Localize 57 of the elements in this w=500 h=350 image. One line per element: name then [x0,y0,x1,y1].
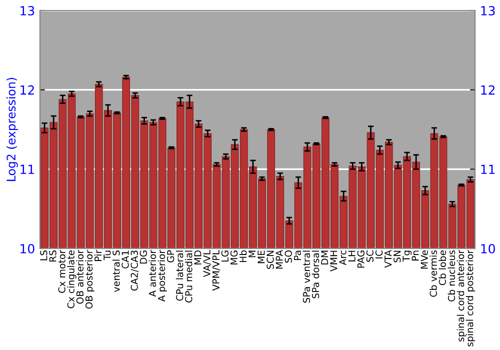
x-tick-label: DM [321,250,328,264]
y-axis-title: Log2 (expression) [6,78,18,181]
y2-tick-label: 11 [481,164,495,174]
x-tick-label: Cx motor [58,250,66,293]
x-tick-label: SO [284,250,292,263]
x-tick-label: Cb lobe [438,250,446,286]
x-tick-label: OB anterior [76,250,84,304]
x-tick-label: CPu medial [184,250,192,303]
x-tick-label: SCN [266,250,274,269]
y2-tick-label: 10 [481,244,495,254]
x-tick-label: SPa dorsal [312,250,320,298]
x-tick-label: Cb vermis [430,250,437,297]
x-tick-label: ventral S [112,250,120,292]
x-tick-label: Cx cingulate [67,250,76,308]
x-tick-label: Tg [402,250,412,262]
x-tick-label: SPa ventral [302,250,310,303]
x-tick-label: RS [49,250,56,262]
x-tick-label: MD [194,250,202,264]
y2-tick-label: 12 [481,85,495,95]
x-tick-label: SC [366,250,374,262]
y2-tick-label: 13 [481,6,495,16]
x-tick-label: OB posterior [85,250,94,309]
x-tick-label: A anterior [148,250,156,297]
x-tick-label: VTA [384,250,392,268]
x-tick-label: MG [230,250,238,264]
x-tick-label: Pn [412,250,419,260]
x-tick-label: CA1 [122,250,129,268]
x-tick-label: CA2/CA3 [130,250,139,291]
x-tick-label: LH [348,250,356,262]
x-tick-label: LG [221,250,229,262]
x-tick-label: M [248,250,256,258]
x-tick-label: spinal cord anterior [456,250,466,342]
y-tick-label: 13 [20,6,34,16]
x-tick-label: Cb nucleus [448,250,456,302]
x-tick-label: IC [375,250,383,258]
x-tick-label: VA/VL [203,250,212,278]
x-tick-label: MVe [420,250,428,269]
x-tick-label: Pa [294,250,302,260]
x-tick-label: Arc [339,250,346,266]
x-tick-label: spinal cord posterior [466,250,476,346]
y-tick-label: 10 [20,244,34,254]
x-tick-label: VPM/VPL [212,250,220,291]
x-tick-label: Pir [94,250,102,261]
x-tick-label: PAG [357,250,364,268]
x-tick-label: SN [394,250,401,262]
x-tick-label: A posterior [158,250,167,302]
x-tick-label: Tu [104,250,111,260]
x-tick-label: GP [167,250,174,262]
x-tick-label: Hb [239,250,247,262]
y-tick-label: 12 [20,85,34,95]
x-tick-label: DG [140,250,147,264]
x-tick-label: MPA [276,250,283,269]
x-tick-label: LS [40,250,48,260]
x-tick-label: ME [258,250,265,264]
y-tick-label: 11 [20,164,34,174]
x-tick-label: CPu lateral [176,250,184,301]
x-tick-label: VMH [330,250,338,272]
